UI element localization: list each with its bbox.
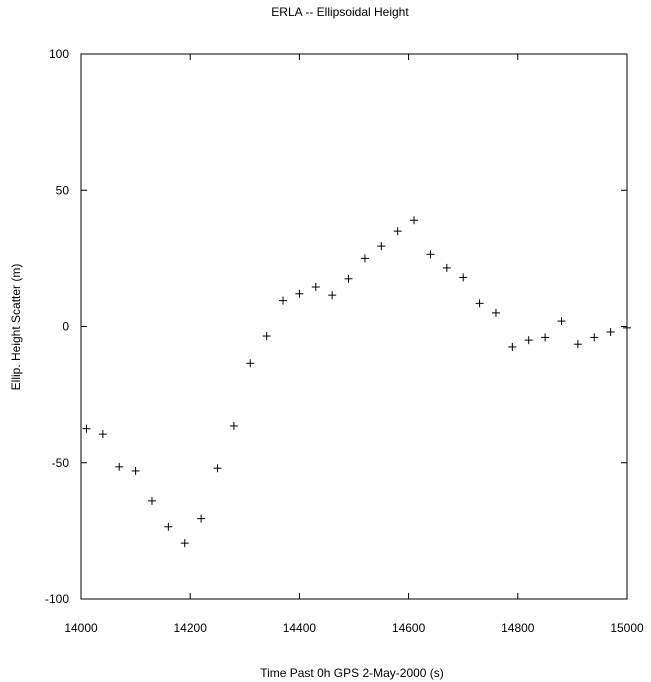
data-point <box>393 227 402 236</box>
data-point <box>246 359 255 368</box>
data-point <box>557 317 566 326</box>
x-tick-label: 14800 <box>501 621 535 635</box>
data-point <box>590 333 599 342</box>
data-points <box>82 216 631 548</box>
chart-title: ERLA -- Ellipsoidal Height <box>271 5 409 19</box>
data-point <box>279 296 288 305</box>
x-axis-label: Time Past 0h GPS 2-May-2000 (s) <box>260 666 444 680</box>
data-point <box>328 291 337 300</box>
y-axis-label: Ellip. Height Scatter (m) <box>9 264 23 391</box>
data-point <box>147 496 156 505</box>
data-point <box>541 333 550 342</box>
data-point <box>508 342 517 351</box>
data-point <box>229 421 238 430</box>
x-tick-label: 15000 <box>610 621 644 635</box>
data-point <box>82 424 91 433</box>
y-tick-label: 50 <box>56 183 70 197</box>
data-point <box>442 263 451 272</box>
x-tick-label: 14400 <box>283 621 317 635</box>
data-point <box>197 514 206 523</box>
plot-frame <box>80 53 628 600</box>
data-point <box>115 462 124 471</box>
axis-ticks: 14000 14200 14400 14600 14800 15000 100 50 0 -50 -… <box>45 47 644 635</box>
x-tick-label: 14600 <box>392 621 426 635</box>
data-point <box>623 323 631 332</box>
data-point <box>377 242 386 251</box>
data-point <box>180 539 189 548</box>
y-tick-label: 100 <box>49 47 69 61</box>
data-point <box>131 466 140 475</box>
data-point <box>491 308 500 317</box>
x-tick-label: 14200 <box>174 621 208 635</box>
data-point <box>475 299 484 308</box>
y-tick-label: -100 <box>45 592 69 606</box>
data-point <box>360 254 369 263</box>
y-tick-label: 0 <box>62 320 69 334</box>
data-point <box>573 340 582 349</box>
data-point <box>164 522 173 531</box>
data-point <box>410 216 419 225</box>
data-point <box>606 327 615 336</box>
data-point <box>213 464 222 473</box>
data-point <box>295 289 304 298</box>
data-point <box>262 332 271 341</box>
y-tick-label: -50 <box>52 456 70 470</box>
data-point <box>311 282 320 291</box>
x-tick-label: 14000 <box>64 621 98 635</box>
data-point <box>426 250 435 259</box>
data-point <box>459 273 468 282</box>
data-point <box>524 336 533 345</box>
data-point <box>344 274 353 283</box>
data-point <box>98 430 107 439</box>
